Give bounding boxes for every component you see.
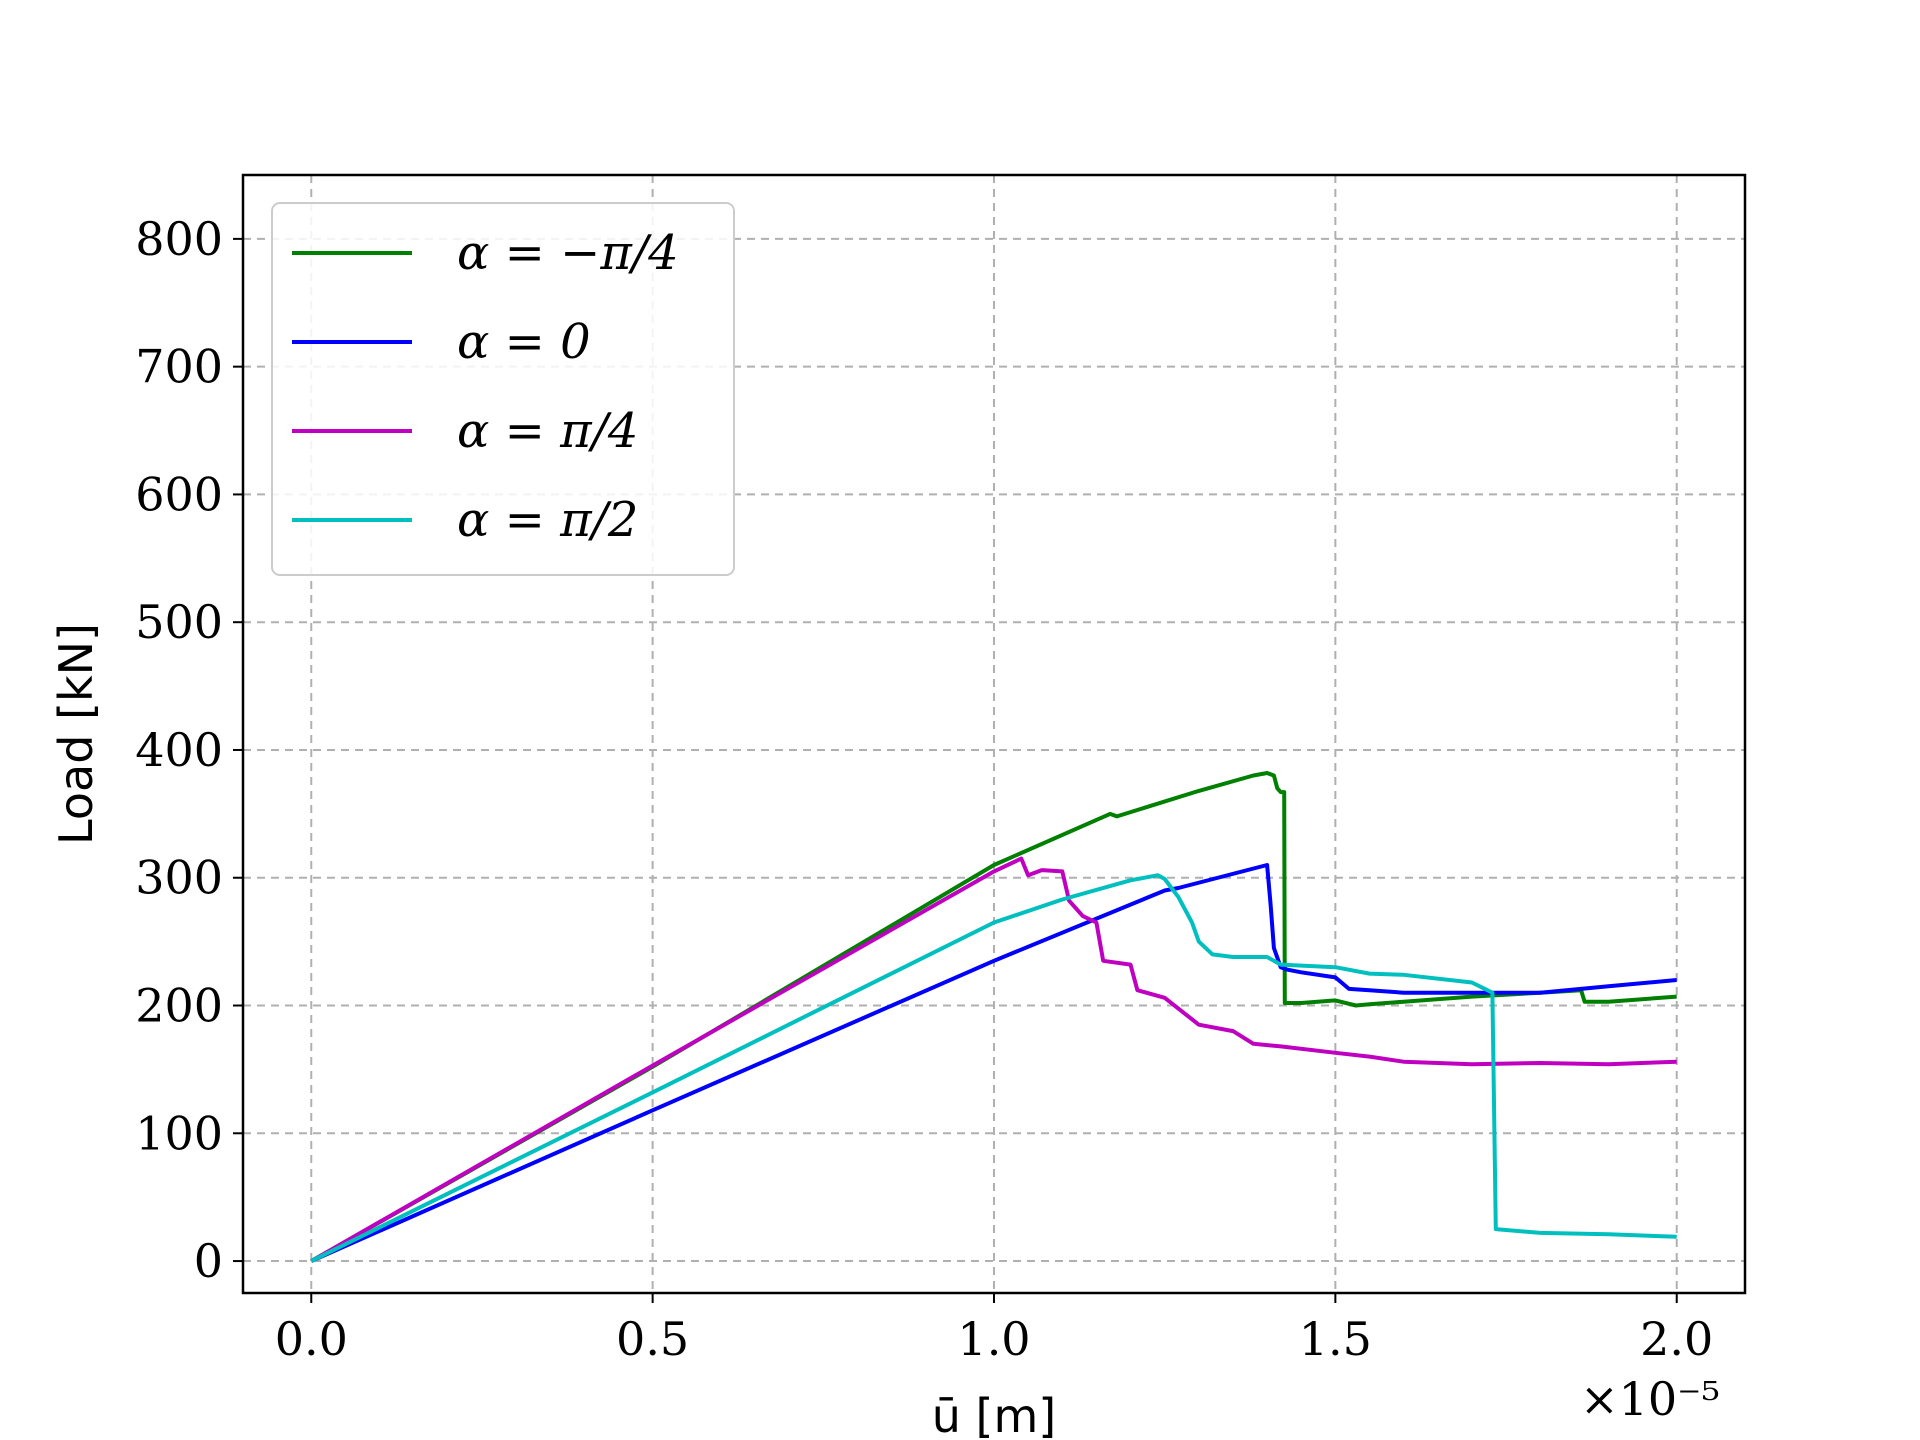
series-line-2 xyxy=(310,856,1677,1263)
series-line-1 xyxy=(310,863,1677,1263)
y-ticks: 0 100 200 300 400 500 600 700 800 xyxy=(135,212,243,1288)
legend-entry-label: α = π/2 xyxy=(457,492,638,548)
y-tick-label: 200 xyxy=(135,979,223,1033)
legend-entry-label: α = π/4 xyxy=(457,403,638,459)
y-tick-label: 100 xyxy=(135,1106,223,1160)
x-tick-label: 2.0 xyxy=(1640,1312,1713,1366)
y-tick-label: 300 xyxy=(135,851,223,905)
series-line-3 xyxy=(310,873,1677,1263)
legend-box xyxy=(271,202,735,576)
y-tick-label: 500 xyxy=(135,595,223,649)
x-axis-label: ū [m] xyxy=(932,1389,1056,1440)
y-tick-label: 800 xyxy=(135,212,223,266)
legend-entry-label: α = 0 xyxy=(457,314,591,370)
legend: α = −π/4 α = 0 α = π/4 α = π/2 xyxy=(271,202,735,576)
legend-entry-label: α = −π/4 xyxy=(457,225,679,281)
y-tick-label: 400 xyxy=(135,723,223,777)
y-tick-label: 0 xyxy=(194,1234,223,1288)
y-tick-label: 700 xyxy=(135,340,223,394)
x-tick-label: 1.0 xyxy=(957,1312,1030,1366)
x-ticks: 0.0 0.5 1.0 1.5 2.0 xyxy=(275,1293,1713,1366)
series-lines xyxy=(310,771,1677,1263)
x-axis-offset-label: ×10⁻⁵ xyxy=(1580,1372,1720,1426)
x-tick-label: 0.0 xyxy=(275,1312,348,1366)
x-tick-label: 0.5 xyxy=(616,1312,689,1366)
y-tick-label: 600 xyxy=(135,467,223,521)
x-tick-label: 1.5 xyxy=(1299,1312,1372,1366)
y-axis-label: Load [kN] xyxy=(49,623,103,845)
